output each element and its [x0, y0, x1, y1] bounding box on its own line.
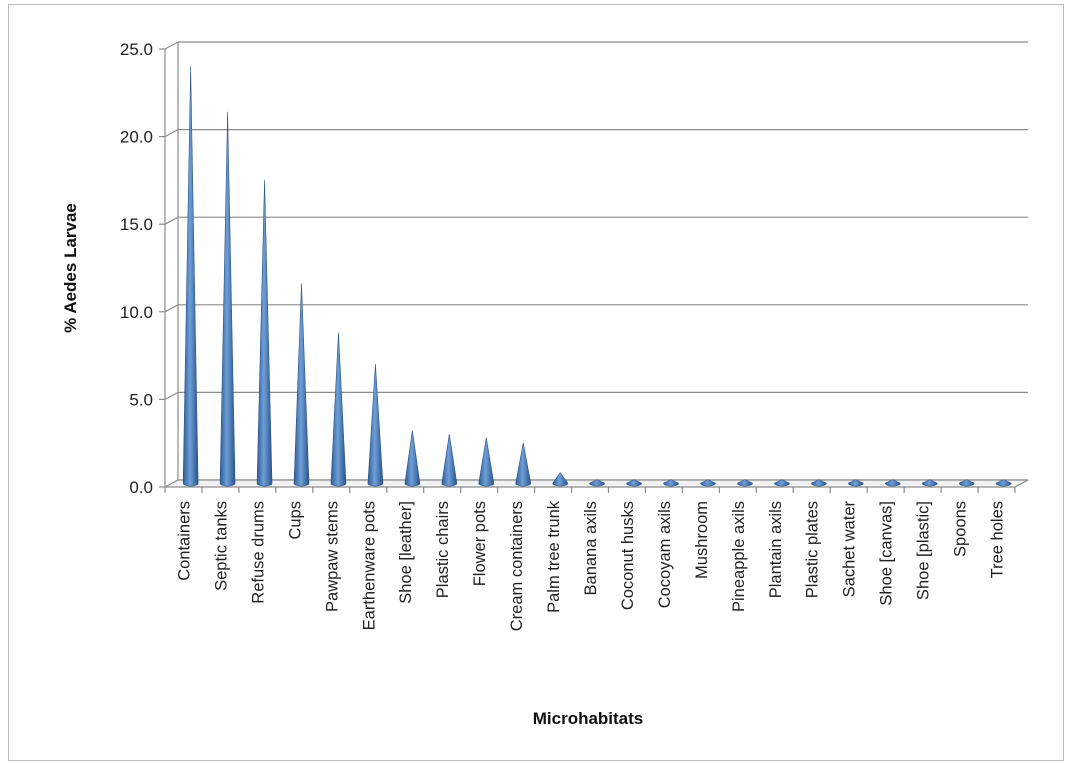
bar-cone — [774, 479, 790, 487]
y-tick-label: 10.0 — [120, 303, 153, 322]
x-tick-label: Pawpaw stems — [323, 501, 341, 612]
x-tick-label: Cream containers — [508, 501, 526, 631]
bar — [885, 479, 901, 487]
x-tick-label: Shoe [canvas] — [878, 501, 896, 606]
x-tick-label: Banana axils — [582, 501, 600, 595]
x-tick-label: Palm tree trunk — [545, 500, 563, 613]
bar — [589, 479, 605, 487]
x-tick-label: Plastic plates — [804, 501, 822, 598]
bar — [626, 479, 642, 487]
bar — [515, 442, 532, 487]
y-tick-label: 15.0 — [120, 215, 153, 234]
x-axis-label: Microhabitats — [533, 709, 644, 728]
bar — [958, 479, 975, 487]
bar — [774, 479, 790, 487]
bar — [921, 479, 938, 487]
y-tick-label: 20.0 — [120, 128, 153, 147]
gridline-side — [164, 129, 179, 138]
x-tick-label: Pineapple axils — [730, 501, 748, 612]
x-tick-label: Plantain axils — [767, 501, 785, 598]
x-tick-label: Cups — [286, 501, 304, 540]
x-tick-label: Coconut husks — [619, 501, 637, 610]
bar-cone — [441, 434, 458, 487]
bar — [848, 479, 864, 487]
y-tick-label: 25.0 — [120, 40, 153, 59]
bar — [293, 283, 310, 487]
x-tick-label: Containers — [175, 501, 193, 581]
bar-cone — [626, 479, 642, 487]
bar-cone — [552, 472, 568, 487]
y-tick-label: 5.0 — [129, 390, 153, 409]
bar — [441, 434, 458, 487]
bar-cone — [848, 479, 864, 487]
bar — [330, 332, 347, 487]
bar-cone — [958, 479, 975, 487]
bar — [256, 180, 273, 487]
bar-cone — [293, 283, 310, 487]
bar — [404, 430, 421, 487]
x-tick-label: Plastic chairs — [434, 501, 452, 598]
category-labels: Containers Septic tanks Refuse drums Cups Pa… — [175, 500, 1006, 631]
bar — [811, 479, 827, 487]
gridline-side — [164, 41, 179, 50]
x-tick-label: Mushroom — [693, 501, 711, 579]
bar-cone — [995, 479, 1012, 487]
bar — [219, 111, 236, 487]
plot-area: 0.0 5.0 10.0 15.0 20.0 25.0 — [120, 40, 1029, 497]
bar — [478, 437, 495, 487]
bar-cone — [589, 479, 605, 487]
bar-cone — [663, 479, 679, 487]
bar — [367, 363, 384, 487]
y-axis-label: % Aedes Larvae — [61, 203, 80, 333]
bar-cone — [885, 479, 901, 487]
y-tick-label: 0.0 — [129, 478, 153, 497]
bars — [182, 66, 1012, 487]
bar-cone — [182, 66, 199, 487]
bar-cone — [256, 180, 273, 487]
x-tick-label: Shoe [plastic] — [915, 501, 933, 600]
bar-cone — [700, 479, 716, 487]
gridline-side — [164, 216, 179, 225]
x-tick-label: Tree holes — [989, 501, 1007, 578]
bar-cone — [737, 479, 753, 487]
bar — [700, 479, 716, 487]
bar-cone — [811, 479, 827, 487]
x-tick-label: Refuse drums — [249, 501, 267, 604]
x-tick-label: Earthenware pots — [360, 501, 378, 630]
bar — [182, 66, 199, 487]
bar-cone — [404, 430, 421, 487]
x-tick-label: Cocoyam axils — [656, 501, 674, 608]
x-tick-label: Sachet water — [841, 501, 859, 598]
bar-cone — [367, 363, 384, 487]
gridline-side — [164, 304, 179, 313]
bar-cone — [330, 332, 347, 487]
x-tick-label: Flower pots — [471, 501, 489, 586]
bar — [995, 479, 1012, 487]
bar-cone — [515, 442, 532, 487]
bar-cone — [921, 479, 938, 487]
bar — [737, 479, 753, 487]
x-tick-label: Septic tanks — [212, 501, 230, 591]
bar — [663, 479, 679, 487]
x-tick-label: Shoe [leather] — [397, 501, 415, 604]
bar-cone — [219, 111, 236, 487]
bar-cone — [478, 437, 495, 487]
bar — [552, 472, 568, 487]
gridline-side — [164, 391, 179, 400]
x-tick-label: Spoons — [952, 501, 970, 557]
